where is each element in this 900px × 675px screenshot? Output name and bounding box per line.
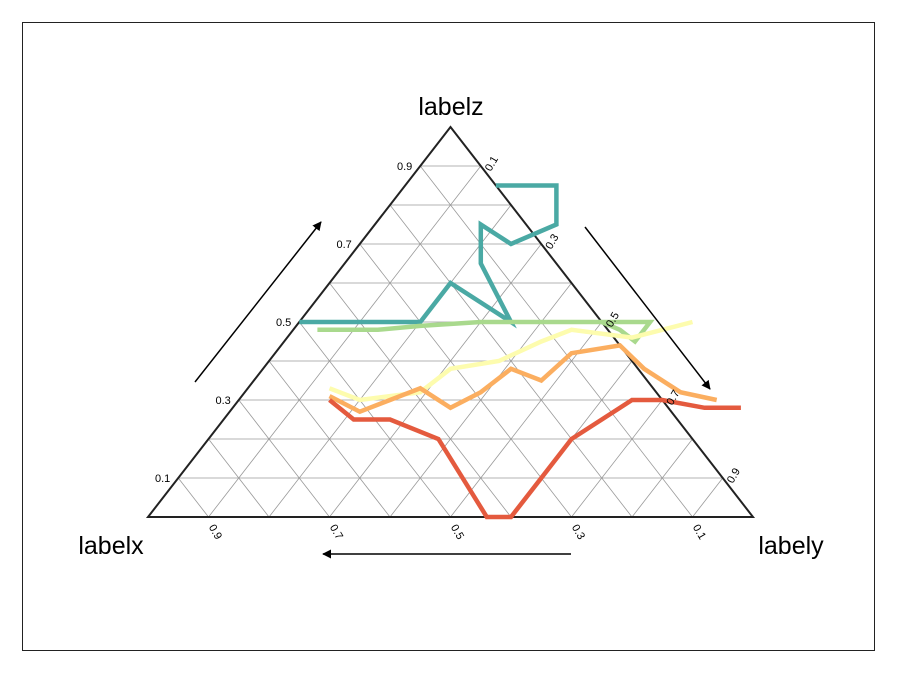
tick-label-z: 0.9 bbox=[397, 161, 412, 173]
tick-label-y: 0.3 bbox=[543, 232, 561, 251]
grid-line bbox=[239, 400, 330, 517]
ternary-plot: 0.10.30.50.70.90.90.70.50.30.10.9 0.7 0.5 0… bbox=[23, 23, 876, 652]
figure-frame: 0.1 0.3 0.5 0.7 0.9 0.9 0.7 0.5 0.3 0.1 0.9 0.7 0.5 0… bbox=[22, 22, 875, 651]
arrow-z bbox=[195, 222, 321, 382]
grid bbox=[178, 166, 723, 517]
tick-label-z: 0.3 bbox=[215, 395, 230, 407]
tick-label-x: 0.5 bbox=[448, 523, 466, 542]
axis-label-z: labelz bbox=[418, 93, 483, 121]
axis-arrows bbox=[195, 222, 710, 554]
axis-label-y: labely bbox=[758, 532, 824, 560]
tick-label-x: 0.1 bbox=[690, 523, 708, 542]
tick-label-y: 0.5 bbox=[604, 310, 622, 329]
tick-label-x: 0.7 bbox=[327, 523, 345, 542]
tick-label-y: 0.9 bbox=[725, 466, 743, 485]
axis-label-x: labelx bbox=[78, 532, 144, 560]
tick-label-x: 0.3 bbox=[569, 523, 587, 542]
tick-label-z: 0.1 bbox=[155, 473, 170, 485]
grid-line bbox=[572, 400, 663, 517]
tick-label-y: 0.1 bbox=[483, 154, 501, 173]
grid-line bbox=[209, 166, 481, 517]
tick-label-z: 0.5 bbox=[276, 317, 291, 329]
grid-line bbox=[178, 478, 208, 517]
grid-line bbox=[693, 478, 723, 517]
arrow-y bbox=[585, 227, 710, 389]
tick-label-x: 0.9 bbox=[206, 523, 224, 542]
tick-label-z: 0.7 bbox=[336, 239, 351, 251]
